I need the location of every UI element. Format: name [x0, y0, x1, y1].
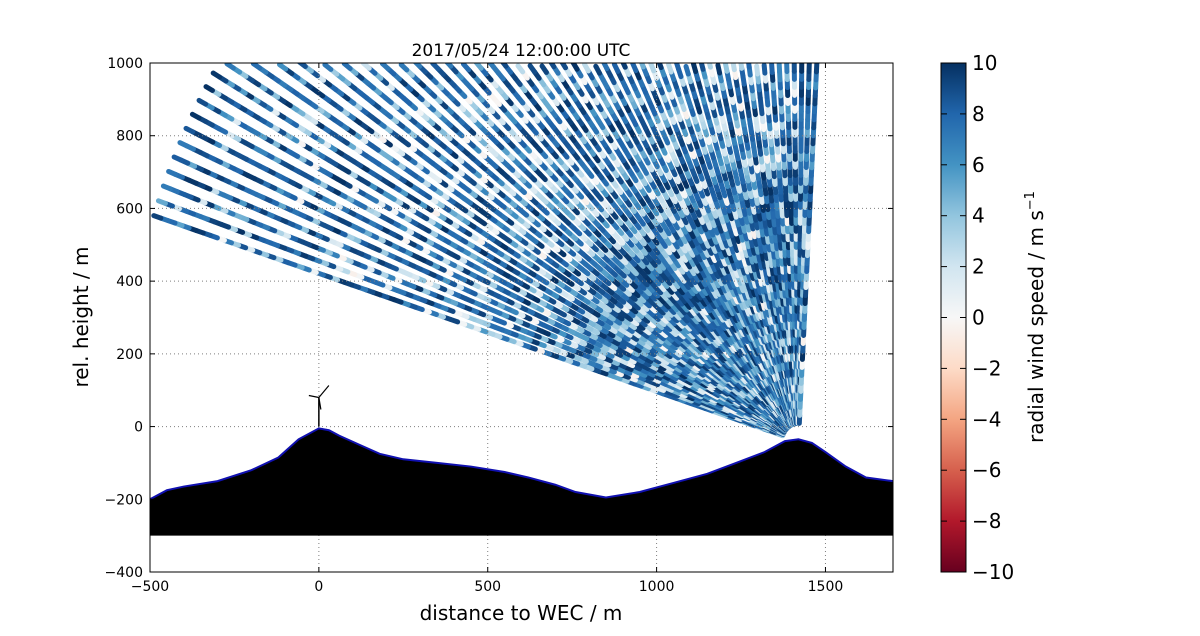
colorbar-tick-label: 8 — [972, 102, 985, 126]
chart-title: 2017/05/24 12:00:00 UTC — [412, 41, 631, 61]
colorbar-label-text: radial wind speed / m s — [1024, 210, 1048, 443]
colorbar-tick-label: 4 — [972, 204, 985, 228]
y-tick-label: −400 — [105, 565, 143, 581]
scan-cell — [297, 63, 308, 69]
scan-cell — [166, 168, 179, 177]
colorbar-tick-label: −4 — [972, 407, 1001, 431]
colorbar-tick-label: −6 — [972, 458, 1001, 482]
scan-cell — [620, 63, 628, 70]
scan-cell — [183, 125, 196, 135]
scan-cell — [155, 198, 168, 206]
scan-cell — [210, 70, 223, 80]
scan-cell — [151, 213, 164, 221]
turbine-blade — [318, 385, 330, 398]
x-axis-label: distance to WEC / m — [420, 601, 623, 625]
colorbar-tick-label: 0 — [972, 306, 985, 330]
turbine-blade — [318, 397, 322, 410]
colorbar-label-exponent: −1 — [1023, 191, 1038, 210]
scan-cell — [515, 63, 526, 75]
scan-data-layer — [151, 63, 820, 439]
terrain-outline — [150, 427, 893, 501]
scan-cell — [360, 63, 372, 71]
scan-cell — [722, 63, 730, 74]
scan-cell — [570, 63, 580, 72]
x-tick-label: 0 — [314, 579, 323, 595]
colorbar-label: radial wind speed / m s−1 — [1023, 191, 1048, 443]
scan-cell — [581, 63, 591, 74]
scan-cell — [683, 63, 691, 77]
scan-cell — [460, 63, 472, 73]
scan-cell — [754, 63, 761, 77]
scan-cell — [203, 84, 215, 94]
scan-cell — [611, 63, 621, 74]
scan-cell — [769, 63, 775, 75]
scan-cell — [379, 63, 391, 72]
x-tick-label: 1000 — [639, 579, 675, 595]
scan-cell — [527, 63, 538, 75]
scan-cell — [648, 63, 657, 74]
y-tick-label: 0 — [134, 420, 143, 436]
scan-cell — [487, 63, 497, 70]
y-tick-label: 600 — [116, 201, 143, 217]
scan-cell — [412, 63, 423, 69]
colorbar-tick-label: −10 — [972, 560, 1014, 584]
scan-cell — [398, 63, 410, 73]
x-axis-ticks: −500 0 500 1000 1500 — [131, 63, 844, 595]
scan-cell — [559, 63, 569, 71]
scan-cell — [593, 63, 603, 76]
scan-cell — [601, 63, 610, 72]
scan-cell — [277, 63, 289, 72]
colorbar-tick-label: −8 — [972, 509, 1001, 533]
scan-cell — [761, 63, 768, 76]
colorbar-tick-label: 10 — [972, 51, 997, 75]
scan-cell — [539, 63, 549, 75]
scan-cell — [673, 63, 682, 72]
scan-cell — [177, 140, 190, 149]
colorbar-tick-label: 2 — [972, 255, 985, 279]
scan-cell — [224, 63, 236, 71]
y-tick-label: −200 — [105, 492, 143, 508]
terrain-fill — [150, 428, 893, 536]
y-tick-label: 400 — [116, 274, 143, 290]
x-tick-label: −500 — [131, 579, 169, 595]
scan-cell — [738, 63, 745, 71]
scan-cell — [666, 63, 674, 75]
colorbar-ticks: −10 −8 −6 −4 −2 0 2 4 6 8 10 — [941, 51, 1014, 584]
plot-frame — [149, 62, 894, 573]
scan-cell — [698, 63, 706, 72]
y-axis-ticks: −400 −200 0 200 400 600 800 1000 — [105, 56, 893, 581]
scan-cell — [250, 63, 263, 71]
y-tick-label: 1000 — [107, 56, 143, 72]
x-tick-label: 1500 — [808, 579, 844, 595]
scan-cell — [656, 63, 664, 71]
colorbar-tick-label: 6 — [972, 153, 985, 177]
scan-cell — [171, 154, 184, 163]
y-tick-label: 200 — [116, 347, 143, 363]
scan-cell — [715, 63, 723, 76]
colorbar-tick-label: −2 — [972, 356, 1001, 380]
scan-cell — [160, 183, 173, 192]
y-tick-label: 800 — [116, 129, 143, 145]
x-tick-label: 500 — [474, 579, 501, 595]
turbine-blade — [308, 394, 319, 399]
scan-cell — [341, 63, 353, 71]
scan-cell — [691, 63, 699, 75]
scan-cell — [196, 97, 209, 107]
terrain-layer — [150, 385, 893, 536]
scan-cell — [430, 63, 441, 72]
y-axis-label: rel. height / m — [69, 246, 93, 387]
scan-cell — [630, 63, 639, 74]
scan-cell — [322, 63, 334, 72]
scan-cell — [189, 111, 202, 121]
